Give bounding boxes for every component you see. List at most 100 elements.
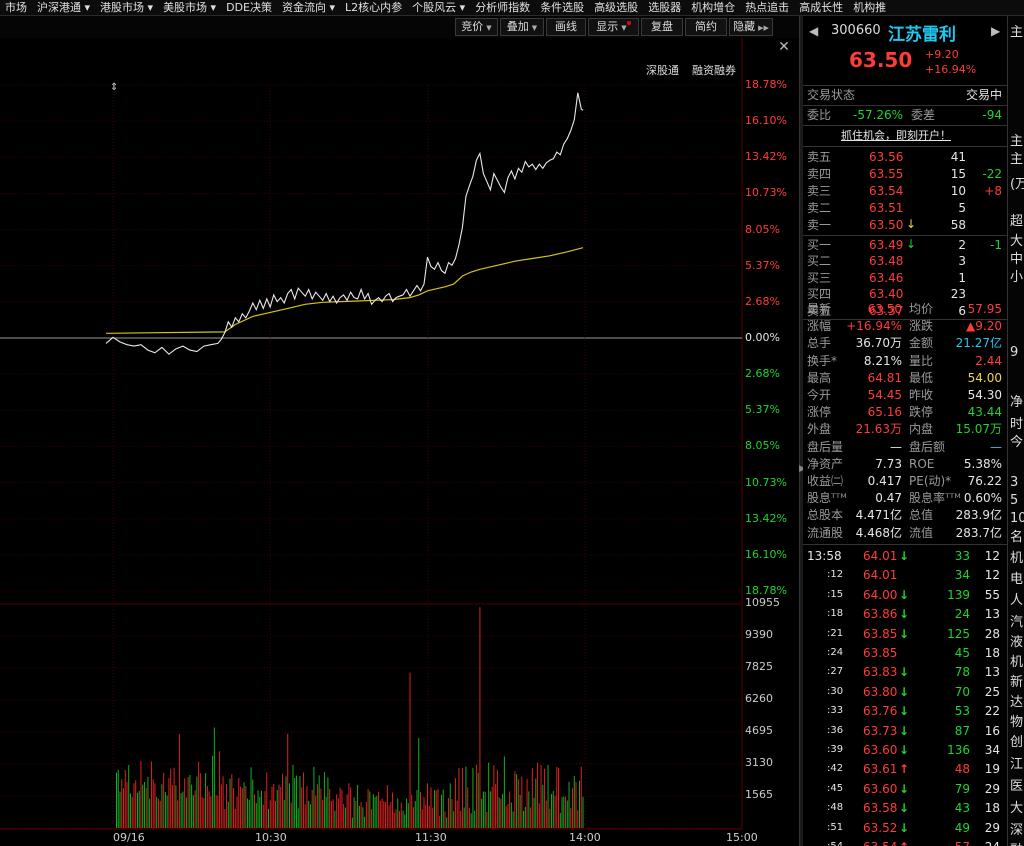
menu-item[interactable]: 个股风云 ▾: [412, 1, 466, 14]
side-label: 江: [1010, 757, 1024, 772]
down-arrow-icon: ↓: [899, 549, 910, 563]
next-stock-icon[interactable]: ▶: [991, 24, 1001, 38]
stats-row: 收益㈡ 0.417 PE(动)* 76.22: [803, 473, 1008, 490]
stats-row: 盘后量 — 盘后额 —: [803, 439, 1008, 456]
caret-down-icon: ▼: [486, 24, 492, 32]
stat-label: 总值: [909, 508, 934, 523]
tick-price: 63.52: [863, 820, 898, 835]
side-label: 融: [1010, 844, 1023, 846]
down-arrow-icon: ↓: [906, 217, 917, 231]
caret-down-icon: ▼: [621, 24, 627, 32]
stat-value: 15.07万: [955, 422, 1002, 437]
stat-value: 54.00: [967, 370, 1002, 385]
hide-button[interactable]: 隐藏 ▶▶: [729, 18, 773, 36]
draw-line-button[interactable]: 画线: [546, 18, 586, 36]
stat-label: 总股本: [807, 508, 844, 523]
tick-time: :30: [827, 685, 844, 697]
ask-row[interactable]: 卖三 63.54 10 +8: [803, 183, 1008, 200]
ask-row[interactable]: 卖四 63.55 15 -22: [803, 166, 1008, 183]
bid-price: 63.49: [869, 238, 904, 252]
close-icon[interactable]: ✕: [778, 39, 790, 55]
promo-link[interactable]: 抓住机会，即刻开户！: [841, 129, 951, 142]
intraday-chart[interactable]: ⇕: [0, 0, 800, 846]
draw-line-label: 画线: [555, 20, 577, 33]
stat-label: ROE: [909, 456, 935, 471]
tick-time: :27: [827, 666, 844, 678]
double-chevron-right-icon: ▶▶: [758, 24, 769, 32]
menu-item[interactable]: 市场: [5, 1, 27, 14]
menu-item[interactable]: 机构推: [853, 1, 887, 14]
side-label: 新: [1010, 675, 1024, 690]
ask-change: -22: [982, 167, 1002, 181]
stat-value: 54.30: [967, 388, 1002, 402]
down-arrow-icon: ↓: [906, 237, 917, 251]
shenzhen-connect-link[interactable]: 深股通: [646, 64, 679, 77]
last-price: 63.50: [849, 48, 913, 72]
simple-button[interactable]: 简约: [685, 18, 727, 36]
stat-value: —: [990, 439, 1002, 454]
price-axis-label: 18.78%: [745, 78, 787, 91]
menu-item[interactable]: DDE决策: [226, 1, 272, 14]
side-label: 10: [1010, 511, 1024, 526]
menu-item[interactable]: 资金流向 ▾: [281, 1, 336, 14]
replay-button[interactable]: 复盘: [641, 18, 683, 36]
tick-row: :48 63.58 ↓ 43 18: [803, 799, 1008, 817]
tick-row: :33 63.76 ↓ 53 22: [803, 702, 1008, 720]
bid-row[interactable]: 买一 63.49 2 -1: [803, 237, 1008, 254]
menu-item[interactable]: 热点追击: [745, 1, 790, 14]
menu-item[interactable]: 高成长性: [799, 1, 844, 14]
bid-row[interactable]: 买四 63.40 23: [803, 286, 1008, 303]
bid-row[interactable]: 买二 63.48 3: [803, 253, 1008, 270]
stock-code: 300660: [831, 23, 881, 38]
menu-item[interactable]: 选股器: [648, 1, 682, 14]
prev-stock-icon[interactable]: ◀: [809, 24, 819, 38]
overlay-button[interactable]: 叠加 ▼: [500, 18, 544, 36]
tick-count: 12: [984, 549, 1000, 563]
quote-header: ◀ 300660 江苏雷利 ▶ 63.50 +9.20 +16.94%: [803, 16, 1008, 86]
menu-item[interactable]: 机构增仓: [691, 1, 736, 14]
side-label: (万: [1010, 177, 1024, 192]
bid-volume: 23: [950, 287, 966, 302]
tick-volume: 136: [947, 743, 970, 757]
tick-price: 64.01: [863, 568, 898, 583]
stat-value: 283.7亿: [955, 525, 1002, 540]
down-arrow-icon: ↓: [899, 781, 910, 796]
bid-row[interactable]: 买三 63.46 1: [803, 270, 1008, 287]
stat-label: 流值: [909, 525, 934, 540]
margin-trading-link[interactable]: 融资融券: [692, 64, 736, 77]
tick-time: 13:58: [807, 549, 842, 563]
collapse-arrow-icon[interactable]: ▶: [799, 464, 806, 474]
menu-item[interactable]: 分析师指数: [475, 1, 531, 14]
display-button[interactable]: 显示 ▼: [588, 18, 639, 36]
menu-item[interactable]: 港股市场 ▾: [100, 1, 154, 14]
ask-volume: 15: [950, 167, 966, 181]
ask-row[interactable]: 卖五 63.56 41: [803, 149, 1008, 166]
price-axis-label: 16.10%: [745, 114, 787, 128]
tick-time: :18: [827, 608, 844, 620]
bid-price: 63.40: [869, 287, 904, 302]
menu-item[interactable]: 美股市场 ▾: [163, 1, 217, 14]
stat-label: 流通股: [807, 525, 844, 540]
tick-count: 34: [984, 743, 1000, 757]
menu-item[interactable]: 条件选股: [540, 1, 585, 14]
tick-time: :48: [827, 802, 844, 814]
tick-volume: 48: [954, 762, 970, 777]
tick-time: :51: [827, 821, 844, 833]
divider: [803, 319, 1008, 320]
bid-row[interactable]: 买五 63.37 6: [803, 303, 1008, 320]
menu-item[interactable]: 高级选股: [594, 1, 639, 14]
stat-value: 0.47: [875, 491, 902, 506]
panel-splitter[interactable]: ▶: [799, 16, 806, 846]
bidding-button[interactable]: 竞价 ▼: [455, 18, 498, 36]
menu-item[interactable]: 沪深港通 ▾: [37, 1, 91, 14]
up-arrow-icon: ↑: [899, 762, 910, 777]
ask-row[interactable]: 卖二 63.51 5: [803, 200, 1008, 217]
menu-item[interactable]: L2核心内参: [345, 1, 403, 14]
ask-row[interactable]: 卖一 63.50 58: [803, 217, 1008, 234]
volume-axis-label: 3130: [745, 756, 773, 769]
stat-value: 0.417: [867, 474, 902, 488]
stock-name: 江苏雷利: [888, 25, 956, 45]
side-label: 主: [1010, 152, 1024, 167]
side-label: 净: [1010, 395, 1024, 410]
stat-value: 43.44: [967, 405, 1002, 420]
